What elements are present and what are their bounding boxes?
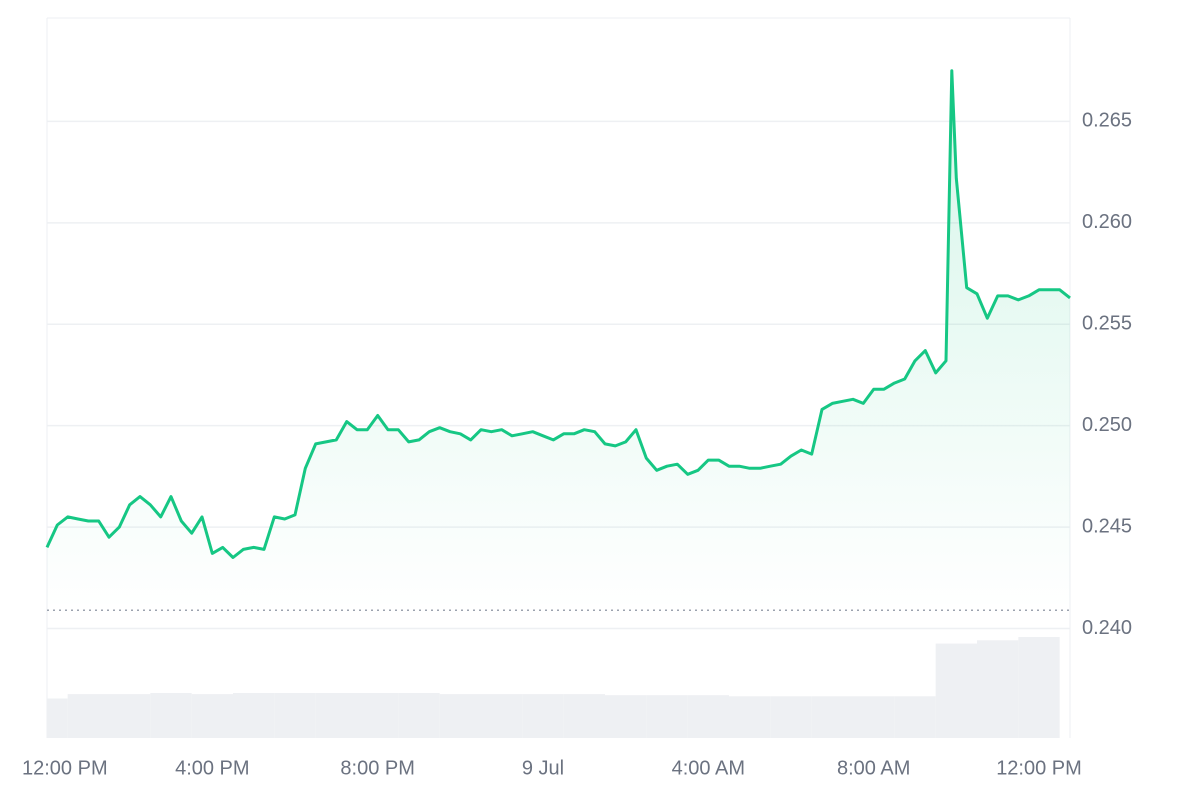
y-tick-label: 0.260: [1082, 211, 1132, 233]
volume-bar: [811, 696, 853, 738]
volume-bar: [357, 692, 399, 738]
volume-bar: [109, 694, 151, 738]
volume-bar: [687, 695, 729, 738]
y-tick-label: 0.245: [1082, 515, 1132, 537]
volume-bar: [481, 694, 523, 738]
volume-bar: [605, 695, 647, 738]
volume-bar: [439, 694, 481, 738]
volume-bar: [233, 692, 275, 738]
volume-bar: [1018, 637, 1060, 738]
area-fill: [47, 70, 1070, 611]
y-tick-label: 0.265: [1082, 110, 1132, 132]
volume-bar: [646, 695, 688, 738]
volume-bar: [977, 640, 1019, 738]
x-tick-label: 4:00 PM: [175, 757, 249, 779]
x-tick-label: 12:00 PM: [996, 757, 1082, 779]
volume-bar: [274, 692, 316, 738]
volume-bar: [522, 694, 564, 738]
volume-bar: [935, 643, 977, 738]
y-tick-label: 0.240: [1082, 617, 1132, 639]
y-tick-label: 0.255: [1082, 313, 1132, 335]
volume-bar: [729, 696, 771, 738]
volume-bar: [853, 696, 895, 738]
y-tick-label: 0.250: [1082, 414, 1132, 436]
volume-bar: [398, 692, 440, 738]
volume-bar: [67, 694, 109, 738]
x-tick-label: 4:00 AM: [672, 757, 745, 779]
volume-bar: [47, 698, 68, 738]
x-tick-label: 8:00 AM: [837, 757, 910, 779]
volume-bar: [770, 696, 812, 738]
x-tick-label: 12:00 PM: [22, 757, 108, 779]
volume-bar: [563, 694, 605, 738]
volume-bar: [894, 696, 936, 738]
volume-bar: [315, 692, 357, 738]
volume-bar: [150, 692, 192, 738]
x-tick-label: 8:00 PM: [340, 757, 414, 779]
volume-bar: [191, 694, 233, 738]
price-line: [45, 69, 1071, 559]
x-tick-label: 9 Jul: [522, 757, 564, 779]
